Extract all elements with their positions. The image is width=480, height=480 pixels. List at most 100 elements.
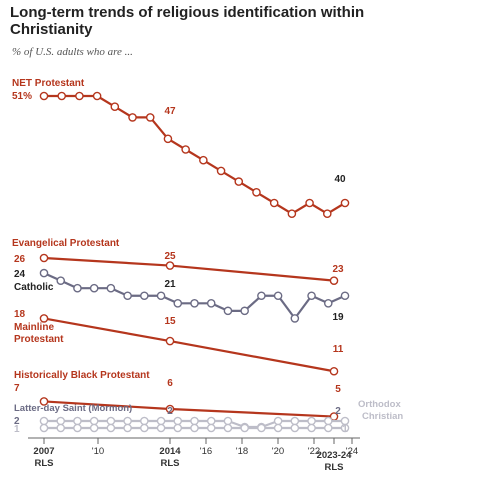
net-protestant-label-start: 51% [12,91,32,102]
evangelical-label-end: 23 [332,264,344,275]
catholic-label-mid: 21 [164,279,176,290]
catholic-point [89,283,99,293]
evangelical-label-start: 26 [14,254,26,265]
orthodox-point [273,423,283,433]
catholic-point [73,283,82,293]
black-protestant-label-end: 5 [335,384,341,395]
x-tick-label: '18 [236,446,248,457]
latter-day-saint-point [206,416,216,426]
net-protestant-point [322,209,332,218]
mainline-point [329,366,339,376]
orthodox-point [140,423,149,433]
latter-day-saint-point [39,416,49,426]
net-protestant-name: NET Protestant [12,78,85,89]
orthodox-point [123,423,132,433]
x-tick-label: 2023-24 [317,450,353,461]
chart-title: Long-term trends of religious identifica… [10,4,365,38]
black-protestant-label-start: 7 [14,383,20,394]
orthodox-point [340,423,350,433]
latter-day-saint-point [123,416,132,426]
evangelical-point [329,276,339,285]
catholic-label-end: 19 [332,312,344,323]
net-protestant-point [181,145,190,154]
latter-day-saint-point [223,416,233,426]
orthodox-point [307,423,316,433]
net-protestant-point [92,91,102,101]
catholic-point [206,298,216,308]
net-protestant-point [145,113,155,122]
catholic-point [290,314,300,323]
mainline-point [39,314,49,323]
net-protestant-point [199,155,208,165]
x-tick-label: '22 [308,446,320,457]
latter-day-saint-name: Latter-day Saint (Mormon) [14,403,132,414]
net-protestant-point [269,198,279,208]
net-protestant-point [287,209,297,218]
catholic-point [123,291,132,301]
evangelical-point [165,261,175,270]
orthodox-point [223,423,233,433]
latter-day-saint-point [73,416,82,426]
mainline-label-start: 18 [14,309,26,320]
catholic-point [307,291,316,301]
latter-day-saint-point [156,416,166,426]
orthodox-point [290,423,300,433]
orthodox-point [106,423,116,433]
x-tick-label: 2014 [159,446,181,457]
net-protestant-point [252,187,261,197]
black-protestant-point [165,404,175,414]
latter-day-saint-point [56,416,66,426]
mainline-line [43,317,335,373]
net-protestant-label-end: 40 [334,174,346,185]
net-protestant-label-mid: 47 [164,106,176,117]
catholic-point [156,291,166,301]
x-tick-sublabel: RLS [161,458,180,469]
catholic-point [323,298,333,308]
net-protestant-point [57,91,67,101]
latter-day-saint-point [273,416,283,426]
chart-subtitle: % of U.S. adults who are ... [12,46,133,58]
evangelical-label-mid: 25 [164,251,176,262]
catholic-point [56,276,66,285]
evangelical-line [43,256,335,282]
orthodox-name-line1: Orthodox [358,399,401,410]
x-tick-sublabel: RLS [325,462,344,473]
x-tick-label: '16 [200,446,212,457]
net-protestant-point [216,166,226,176]
net-protestant-point [128,113,137,122]
x-tick-label: '20 [272,446,284,457]
latter-day-saint-point [190,416,199,426]
catholic-point [257,291,266,301]
orthodox-point [39,423,49,433]
x-tick-label: 2007 [33,446,54,457]
black-protestant-label-mid: 6 [167,378,173,389]
net-protestant-point [305,198,314,208]
orthodox-point [257,423,266,433]
mainline-name-line1: Mainline [14,322,54,333]
orthodox-point [89,423,99,433]
black-protestant-point [39,397,49,406]
catholic-label-start: 24 [14,269,26,280]
catholic-point [39,268,49,278]
catholic-name: Catholic [14,282,54,293]
latter-day-saint-point [89,416,99,426]
mainline-label-mid: 15 [164,316,176,327]
orthodox-point [156,423,166,433]
latter-day-saint-point [106,416,116,426]
x-tick-label: '10 [92,446,104,457]
orthodox-name-line2: Christian [362,411,403,422]
net-protestant-point [340,198,350,208]
latter-day-saint-point [307,416,316,426]
evangelical-point [39,253,49,263]
catholic-point [273,291,283,301]
latter-day-saint-label-start: 2 [14,416,20,427]
net-protestant-point [163,134,173,144]
net-protestant-point [110,102,120,111]
catholic-point [173,298,183,308]
latter-day-saint-point [173,416,183,426]
catholic-point [106,283,116,293]
evangelical-name: Evangelical Protestant [12,238,120,249]
orthodox-label-end: 1 [342,424,348,435]
latter-day-saint-label-mid: 2 [167,406,173,417]
